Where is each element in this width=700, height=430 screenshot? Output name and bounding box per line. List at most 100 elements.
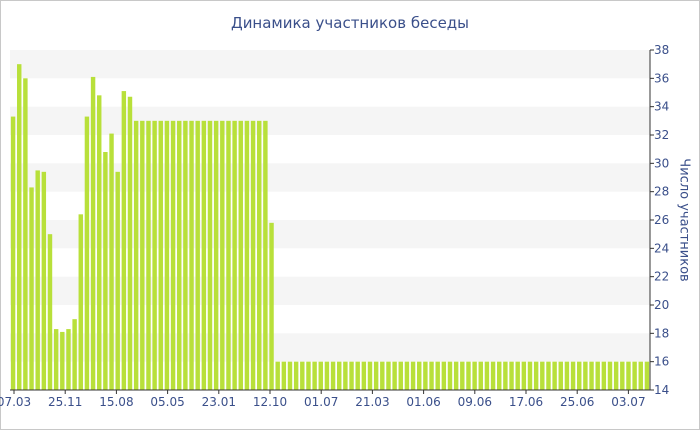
x-tick-label: 03.07 (611, 395, 645, 409)
x-tick-label: 12.10 (253, 395, 287, 409)
chart-title: Динамика участников беседы (230, 14, 470, 32)
bar (324, 361, 330, 390)
bar (417, 361, 422, 390)
bar (349, 361, 354, 390)
x-tick-label: 21.03 (355, 395, 389, 409)
bar (583, 361, 588, 390)
y-tick-label: 36 (654, 71, 669, 85)
bar (244, 120, 250, 390)
bar (503, 361, 508, 390)
bar (460, 361, 465, 390)
x-tick-label: 15.08 (99, 395, 133, 409)
bar (484, 361, 490, 390)
bar (250, 120, 256, 390)
bar (613, 361, 619, 390)
bar (269, 222, 274, 390)
bar (404, 361, 410, 390)
bar (521, 361, 527, 390)
bar (466, 361, 471, 390)
bar (638, 361, 643, 390)
bar (257, 120, 262, 390)
bar (29, 187, 34, 390)
bar (577, 361, 582, 390)
bar (238, 120, 243, 390)
bar (170, 120, 176, 390)
bar (226, 120, 231, 390)
bar (78, 214, 83, 390)
bar (66, 329, 71, 390)
bar (497, 361, 502, 390)
bar (281, 361, 287, 390)
x-tick-label: 23.01 (202, 395, 236, 409)
y-tick-label: 22 (654, 270, 669, 284)
bar (17, 64, 22, 391)
y-tick-label: 14 (654, 383, 669, 397)
x-ticks: 07.03 25.11 15.08 05.05 23.01 12.10 01.07 21.03… (0, 390, 646, 409)
x-tick-label: 01.06 (406, 395, 440, 409)
bar (195, 120, 200, 390)
bar (207, 120, 213, 390)
bar (632, 361, 637, 390)
bar (41, 171, 47, 390)
y-tick-label: 24 (654, 241, 669, 255)
bar (300, 361, 305, 390)
bar (312, 361, 317, 390)
bar (398, 361, 403, 390)
bar (183, 120, 188, 390)
bar (35, 170, 40, 390)
bar (435, 361, 440, 390)
y-tick-label: 16 (654, 355, 669, 369)
bar (361, 361, 367, 390)
y-tick-label: 34 (654, 100, 669, 114)
bars (10, 64, 650, 391)
bar (429, 361, 434, 390)
bar (140, 120, 145, 390)
x-tick-label: 25.06 (560, 395, 594, 409)
bar (201, 120, 207, 390)
band (10, 50, 650, 79)
bar (177, 120, 182, 390)
bar (607, 361, 613, 390)
bar (447, 361, 453, 390)
bar (373, 361, 379, 390)
bar (441, 361, 447, 390)
bar (152, 120, 157, 390)
bar (490, 361, 496, 390)
bar (90, 76, 96, 391)
bar (72, 319, 77, 390)
bar (355, 361, 360, 390)
bar (263, 120, 268, 390)
bar (423, 361, 428, 390)
y-ticks: 14 16 18 20 22 24 26 28 30 32 34 36 38 (650, 43, 669, 397)
bar (620, 361, 625, 390)
bar (478, 361, 483, 390)
bar (127, 96, 133, 390)
bar (103, 152, 108, 390)
y-tick-label: 32 (654, 128, 669, 142)
bar (453, 361, 459, 390)
bar (293, 361, 299, 390)
bar (97, 95, 102, 390)
bar (626, 361, 631, 390)
y-tick-label: 30 (654, 156, 669, 170)
bar (380, 361, 385, 390)
bar (60, 331, 65, 390)
bar (540, 361, 545, 390)
bar (23, 78, 28, 390)
bar (527, 361, 533, 390)
bar (367, 361, 373, 390)
bar (564, 361, 570, 390)
bar (158, 120, 163, 390)
bar (306, 361, 311, 390)
y-tick-label: 38 (654, 43, 669, 57)
bar (570, 361, 576, 390)
bar (472, 361, 477, 390)
bar (109, 133, 114, 390)
bar (337, 361, 342, 390)
bar (589, 361, 594, 390)
y-tick-label: 28 (654, 185, 669, 199)
bar (595, 361, 600, 390)
bar (164, 120, 170, 390)
bar (84, 116, 90, 390)
